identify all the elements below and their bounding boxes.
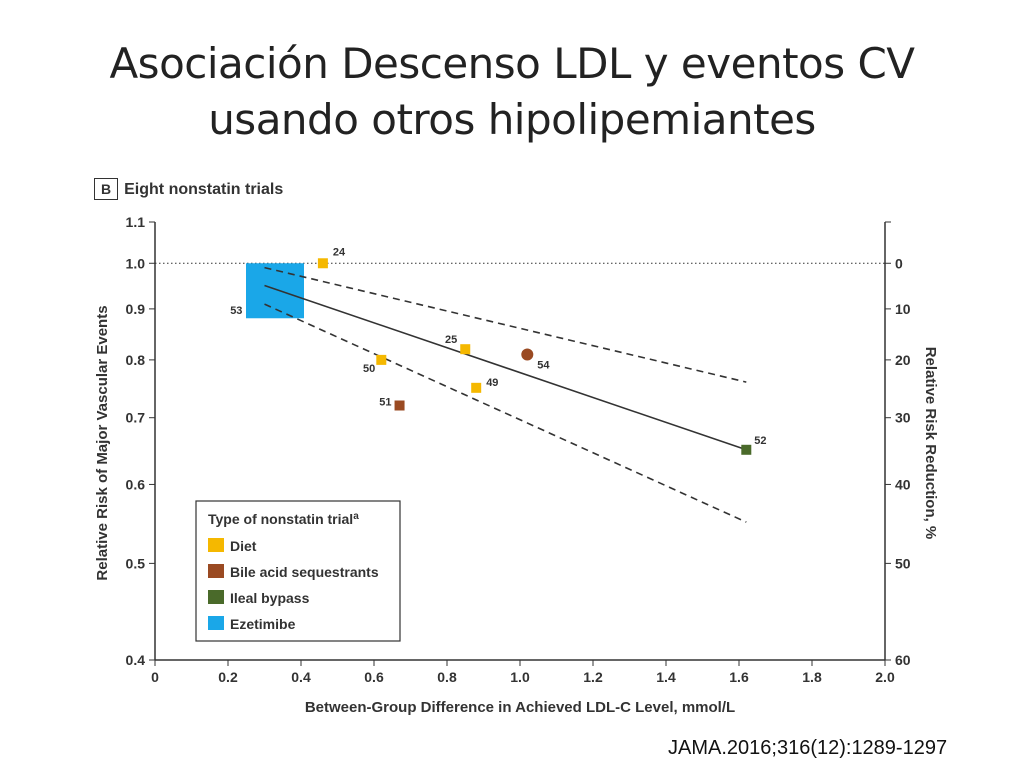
panel-letter: B	[94, 178, 119, 200]
y2-axis-title: Relative Risk Reduction, %	[922, 347, 939, 540]
y2-tick-label: 40	[895, 476, 911, 492]
y-tick-label: 0.6	[126, 476, 146, 492]
y-tick-label: 1.1	[126, 214, 146, 230]
y2-tick-label: 20	[895, 352, 911, 368]
citation: JAMA.2016;316(12):1289-1297	[668, 737, 948, 759]
y-axis-title: Relative Risk of Major Vascular Events	[94, 305, 111, 580]
point-marker-51	[394, 400, 405, 411]
x-tick-label: 0.4	[291, 669, 311, 685]
legend-item-diet: Diet	[230, 538, 257, 554]
point-label-24: 24	[333, 246, 346, 258]
point-label-53: 53	[230, 305, 242, 317]
y-tick-label: 1.0	[126, 255, 146, 271]
slide-title-line-1: Asociación Descenso LDL y eventos CV	[109, 39, 915, 88]
x-tick-label: 0.6	[364, 669, 384, 685]
legend-box	[195, 500, 401, 642]
y2-tick-label: 10	[895, 301, 911, 317]
y2-tick-label: 30	[895, 410, 911, 426]
legend-swatch-diet	[208, 538, 224, 552]
x-tick-label: 1.2	[583, 669, 603, 685]
point-label-49: 49	[486, 377, 498, 389]
y2-tick-label: 60	[895, 652, 911, 668]
y-tick-label: 0.4	[126, 652, 146, 668]
ci-lower-line	[264, 303, 747, 523]
point-marker-50	[376, 354, 387, 365]
point-marker-54	[521, 348, 534, 361]
panel-title: Eight nonstatin trials	[124, 181, 284, 198]
legend-swatch-bile-acid-sequestrants	[208, 564, 224, 578]
panel-label: B Eight nonstatin trials	[94, 178, 283, 200]
x-tick-label: 0	[151, 669, 159, 685]
x-tick-label: 0.2	[218, 669, 238, 685]
legend-swatch-ezetimibe	[208, 616, 224, 630]
point-label-52: 52	[754, 435, 766, 447]
y-tick-label: 0.8	[126, 352, 146, 368]
x-tick-label: 1.8	[802, 669, 822, 685]
y2-tick-label: 50	[895, 555, 911, 571]
x-tick-label: 1.0	[510, 669, 530, 685]
point-label-50: 50	[363, 363, 375, 375]
point-label-54: 54	[537, 360, 550, 372]
point-marker-24	[317, 258, 328, 269]
legend-title: Type of nonstatin triala	[208, 511, 359, 527]
regression-line	[264, 284, 747, 451]
point-marker-49	[471, 382, 482, 393]
slide-title: Asociación Descenso LDL y eventos CV usa…	[0, 36, 1024, 148]
x-axis-title: Between-Group Difference in Achieved LDL…	[305, 699, 735, 716]
legend-item-ileal-bypass: Ileal bypass	[230, 590, 310, 606]
point-marker-53	[246, 263, 304, 319]
point-marker-52	[741, 444, 752, 455]
y-tick-label: 0.9	[126, 301, 146, 317]
y-tick-label: 0.5	[126, 555, 146, 571]
x-tick-label: 2.0	[875, 669, 895, 685]
legend-item-ezetimibe: Ezetimibe	[230, 616, 296, 632]
point-marker-25	[460, 344, 471, 355]
point-label-51: 51	[379, 397, 391, 409]
x-tick-label: 1.6	[729, 669, 749, 685]
slide-title-line-2: usando otros hipolipemiantes	[208, 95, 816, 144]
legend-item-bile-acid-sequestrants: Bile acid sequestrants	[230, 564, 379, 580]
y-tick-label: 0.7	[126, 410, 146, 426]
legend-swatch-ileal-bypass	[208, 590, 224, 604]
x-tick-label: 1.4	[656, 669, 676, 685]
x-tick-label: 0.8	[437, 669, 457, 685]
point-label-25: 25	[445, 334, 457, 346]
y2-tick-label: 0	[895, 255, 903, 271]
ci-upper-line	[264, 266, 747, 383]
legend-title-superscript: a	[353, 511, 359, 522]
